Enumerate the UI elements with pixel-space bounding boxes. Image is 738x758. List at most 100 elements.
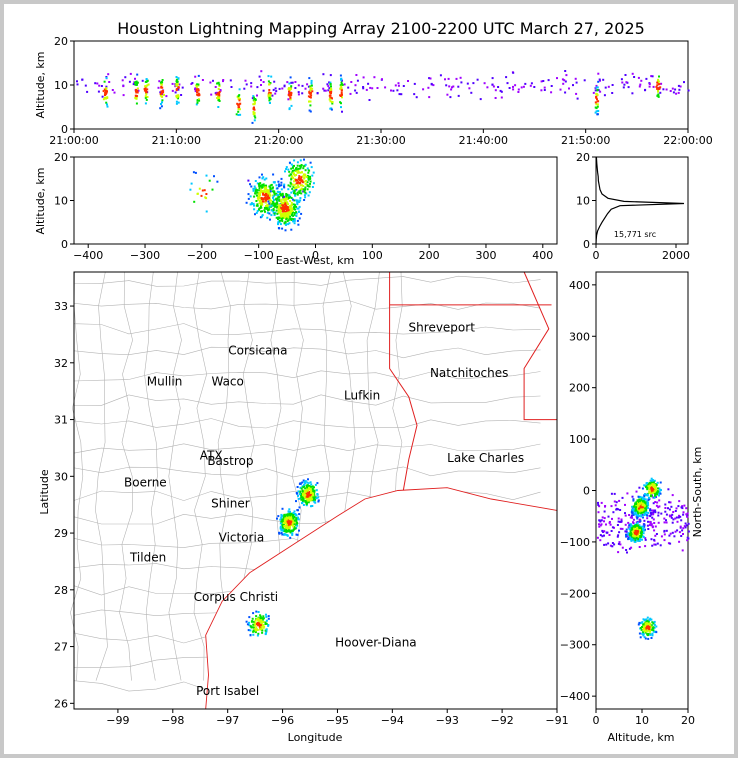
ew-altitude-point [309, 182, 311, 185]
ew-altitude-point [279, 198, 282, 201]
plan-view-point [311, 490, 313, 493]
ew-altitude-point [269, 190, 272, 193]
ew-altitude-point [293, 213, 296, 216]
altitude-ns-point [638, 540, 641, 542]
time-altitude-point [310, 94, 313, 97]
ew-altitude-point [205, 210, 208, 213]
plan-view-point [299, 486, 302, 489]
plan-view-point [316, 482, 319, 485]
altitude-ns-point [644, 625, 647, 628]
ew-altitude-point [270, 204, 273, 207]
plan-view-point [309, 495, 311, 498]
ew-altitude-x-tick-label: −200 [187, 249, 217, 262]
ew-altitude-point [261, 215, 263, 218]
altitude-ns-point [651, 544, 654, 547]
plan-view-point [280, 532, 283, 534]
time-altitude-point [499, 89, 502, 92]
ew-altitude-point [268, 205, 271, 208]
ew-altitude-point [299, 177, 302, 180]
altitude-ns-point [643, 623, 646, 626]
ew-altitude-point [267, 209, 269, 212]
ew-altitude-point [285, 195, 288, 198]
ew-altitude-y-tick-label: 10 [54, 195, 68, 208]
altitude-ns-point [645, 620, 648, 622]
altitude-ns-point [634, 523, 636, 526]
time-altitude-point [161, 99, 164, 102]
ew-altitude-point [278, 199, 281, 202]
time-altitude-point [134, 77, 136, 80]
altitude-ns-point [641, 525, 644, 528]
ew-altitude-point [297, 181, 300, 184]
time-altitude-point [540, 80, 543, 83]
ew-altitude-point [304, 188, 306, 191]
ew-altitude-point [283, 185, 285, 188]
altitude-ns-point [598, 525, 601, 528]
time-altitude-point [175, 83, 178, 86]
time-altitude-point [135, 95, 138, 97]
time-altitude-point [145, 85, 148, 88]
time-altitude-point [253, 114, 256, 117]
plan-view-point [255, 615, 258, 618]
ew-altitude-point [286, 216, 289, 219]
altitude-ns-point [649, 617, 652, 620]
time-altitude-point [575, 92, 578, 95]
altitude-ns-point [655, 533, 658, 535]
ew-altitude-point [293, 203, 296, 206]
altitude-ns-point [645, 622, 647, 625]
time-altitude-point [428, 77, 431, 80]
altitude-ns-point [644, 545, 647, 548]
ew-altitude-point [296, 207, 299, 210]
altitude-ns-point [605, 531, 608, 534]
altitude-ns-point [677, 505, 680, 508]
time-altitude-point [271, 94, 274, 97]
time-altitude-point [253, 119, 256, 122]
time-altitude-point [268, 101, 271, 104]
plan-view-point [298, 506, 301, 509]
altitude-ns-point [631, 505, 633, 508]
altitude-ns-point [619, 543, 622, 546]
time-altitude-point [177, 97, 179, 100]
time-altitude-point [269, 92, 272, 94]
time-altitude-point [212, 79, 214, 82]
time-altitude-point [594, 101, 597, 104]
ew-altitude-point [294, 192, 297, 195]
altitude-ns-point [641, 498, 644, 501]
time-altitude-point [94, 82, 97, 85]
ew-altitude-point [189, 188, 192, 191]
ew-altitude-point [293, 180, 295, 183]
ew-altitude-point [303, 158, 305, 161]
ew-altitude-point [288, 211, 291, 214]
ew-altitude-point [268, 199, 271, 202]
ew-altitude-point [304, 163, 307, 166]
altitude-ns-point [650, 483, 653, 486]
time-altitude-point [329, 83, 332, 86]
plan-view-point [287, 510, 290, 513]
ew-altitude-point [299, 199, 302, 202]
time-altitude-point [340, 87, 343, 90]
ew-altitude-point [295, 205, 298, 208]
plan-view-point [249, 629, 252, 632]
altitude-ns-point [650, 491, 653, 494]
altitude-ns-point [679, 526, 682, 529]
ew-altitude-point [302, 188, 305, 191]
ew-altitude-point [273, 199, 275, 202]
plan-view-point [304, 480, 307, 483]
plan-view-point [297, 490, 300, 493]
plan-view-point [295, 518, 298, 521]
plan-view-x-tick-label: −99 [106, 714, 129, 727]
time-altitude-point [413, 82, 416, 85]
time-altitude-point [177, 95, 180, 98]
ew-altitude-point [265, 192, 268, 195]
ew-altitude-point [281, 213, 284, 216]
altitude-ns-point [667, 542, 670, 545]
time-altitude-point [611, 92, 614, 94]
plan-view-point [309, 499, 312, 502]
time-altitude-point [297, 93, 300, 96]
ew-altitude-point [309, 175, 311, 178]
ew-altitude-point [201, 189, 204, 192]
altitude-ns-point [679, 525, 682, 528]
altitude-ns-point [634, 525, 637, 528]
altitude-ns-point [625, 549, 628, 551]
ew-altitude-point [254, 190, 257, 193]
altitude-ns-point [638, 632, 641, 635]
